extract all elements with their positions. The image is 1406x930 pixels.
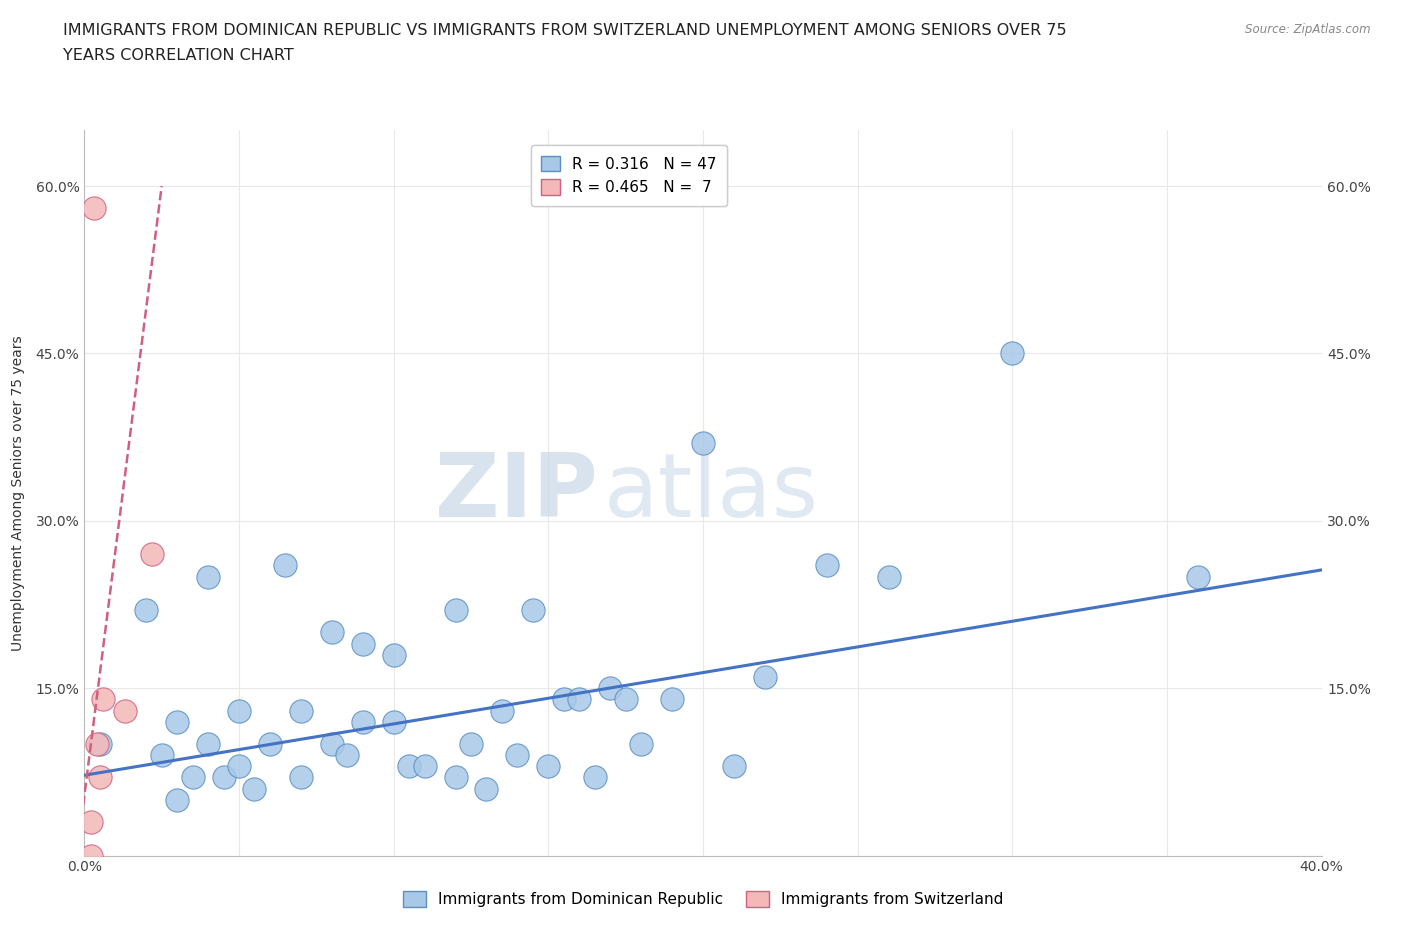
Point — [243, 781, 266, 796]
Y-axis label: Unemployment Among Seniors over 75 years: Unemployment Among Seniors over 75 years — [10, 335, 24, 651]
Text: atlas: atlas — [605, 449, 820, 537]
Point — [114, 703, 136, 718]
Point — [197, 737, 219, 751]
Point — [336, 748, 359, 763]
Point — [398, 759, 420, 774]
Point — [444, 770, 467, 785]
Point — [321, 625, 343, 640]
Point — [460, 737, 482, 751]
Point — [475, 781, 498, 796]
Point — [166, 792, 188, 807]
Point — [91, 692, 114, 707]
Point — [444, 603, 467, 618]
Point — [181, 770, 204, 785]
Point — [86, 737, 108, 751]
Point — [83, 201, 105, 216]
Point — [352, 636, 374, 651]
Point — [815, 558, 838, 573]
Point — [661, 692, 683, 707]
Point — [79, 848, 101, 863]
Text: Source: ZipAtlas.com: Source: ZipAtlas.com — [1246, 23, 1371, 36]
Point — [89, 770, 111, 785]
Point — [228, 703, 250, 718]
Point — [228, 759, 250, 774]
Point — [553, 692, 575, 707]
Point — [135, 603, 157, 618]
Text: IMMIGRANTS FROM DOMINICAN REPUBLIC VS IMMIGRANTS FROM SWITZERLAND UNEMPLOYMENT A: IMMIGRANTS FROM DOMINICAN REPUBLIC VS IM… — [63, 23, 1067, 38]
Point — [506, 748, 529, 763]
Point — [1001, 346, 1024, 361]
Point — [630, 737, 652, 751]
Point — [274, 558, 297, 573]
Point — [692, 435, 714, 450]
Point — [382, 714, 405, 729]
Text: ZIP: ZIP — [434, 449, 598, 537]
Point — [166, 714, 188, 729]
Point — [491, 703, 513, 718]
Point — [583, 770, 606, 785]
Legend: R = 0.316   N = 47, R = 0.465   N =  7: R = 0.316 N = 47, R = 0.465 N = 7 — [530, 145, 727, 206]
Point — [352, 714, 374, 729]
Point — [150, 748, 173, 763]
Point — [723, 759, 745, 774]
Point — [754, 670, 776, 684]
Point — [259, 737, 281, 751]
Point — [1187, 569, 1209, 584]
Point — [141, 547, 163, 562]
Point — [290, 703, 312, 718]
Point — [290, 770, 312, 785]
Point — [877, 569, 900, 584]
Point — [537, 759, 560, 774]
Text: YEARS CORRELATION CHART: YEARS CORRELATION CHART — [63, 48, 294, 63]
Point — [382, 647, 405, 662]
Point — [79, 815, 101, 830]
Point — [197, 569, 219, 584]
Legend: Immigrants from Dominican Republic, Immigrants from Switzerland: Immigrants from Dominican Republic, Immi… — [396, 884, 1010, 913]
Point — [614, 692, 637, 707]
Point — [599, 681, 621, 696]
Point — [568, 692, 591, 707]
Point — [413, 759, 436, 774]
Point — [89, 737, 111, 751]
Point — [212, 770, 235, 785]
Point — [522, 603, 544, 618]
Point — [321, 737, 343, 751]
